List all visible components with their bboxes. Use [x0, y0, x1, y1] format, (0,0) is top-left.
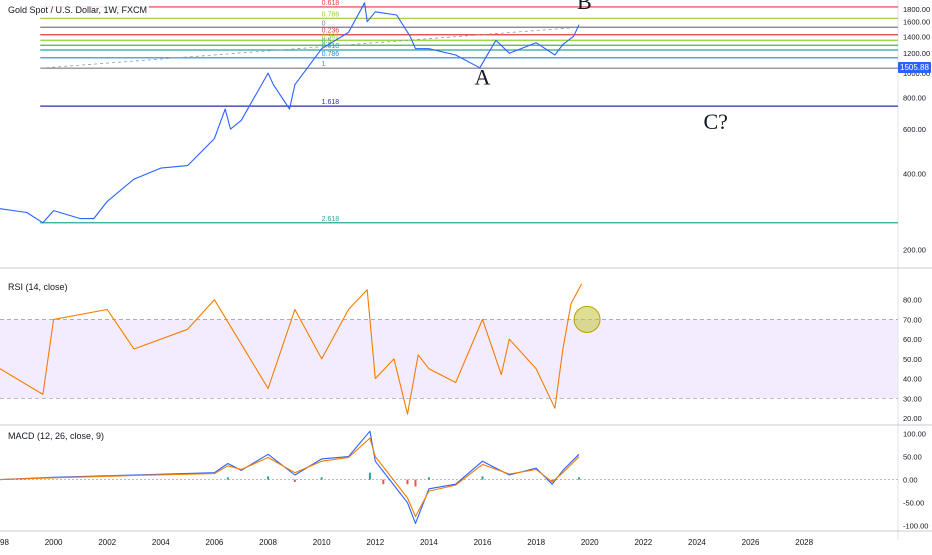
- fib-level-label: 0.382: [322, 33, 340, 40]
- y-tick-label: 1000.00: [903, 69, 930, 78]
- fib-level-label: 1: [322, 61, 326, 68]
- x-tick-label: 2022: [634, 538, 652, 547]
- macd-histogram-bar: [414, 479, 417, 487]
- y-tick-label: 70.00: [903, 315, 922, 324]
- y-tick-label: 60.00: [903, 335, 922, 344]
- x-tick-label: 2000: [45, 538, 63, 547]
- fib-level-label: 0.236: [322, 28, 340, 35]
- y-tick-label: 50.00: [903, 355, 922, 364]
- macd-histogram-bar: [578, 477, 581, 480]
- macd-histogram-bar: [320, 477, 323, 480]
- wave-label: C?: [703, 109, 727, 134]
- x-tick-label: 2006: [206, 538, 224, 547]
- y-tick-label: 0.00: [903, 476, 918, 485]
- x-tick-label: 2010: [313, 538, 331, 547]
- y-tick-label: -100.00: [903, 522, 928, 531]
- y-tick-label: 80.00: [903, 296, 922, 305]
- current-price-tag: 1505.88: [898, 62, 931, 73]
- y-tick-label: 400.00: [903, 169, 926, 178]
- y-tick-label: 1400.00: [903, 32, 930, 41]
- x-tick-label: 2004: [152, 538, 170, 547]
- y-tick-label: 1200.00: [903, 49, 930, 58]
- macd-histogram-bar: [293, 479, 296, 482]
- rsi-band: [0, 319, 898, 399]
- y-tick-label: 100.00: [903, 430, 926, 439]
- macd-histogram-bar: [406, 479, 409, 485]
- x-tick-label: 2016: [474, 538, 492, 547]
- macd-series-line: [0, 437, 580, 518]
- fib-level-label: 0.786: [322, 51, 340, 58]
- fib-level-label: 2.618: [322, 216, 340, 223]
- fib-level-label: 0.618: [322, 43, 340, 50]
- fib-level-label: 0.786: [322, 11, 340, 18]
- macd-legend: MACD (12, 26, close, 9): [6, 431, 107, 441]
- x-tick-label: 2008: [259, 538, 277, 547]
- macd-histogram-bar: [427, 477, 430, 480]
- wave-label: B: [577, 0, 592, 14]
- macd-histogram-bar: [481, 476, 484, 480]
- fib-level-label: 0.5: [322, 38, 332, 45]
- y-tick-label: -50.00: [903, 499, 924, 508]
- y-tick-label: 600.00: [903, 125, 926, 134]
- y-tick-label: 200.00: [903, 245, 926, 254]
- x-tick-label: 2020: [581, 538, 599, 547]
- fib-level-label: 0.618: [322, 0, 340, 7]
- y-tick-label: 40.00: [903, 375, 922, 384]
- y-tick-label: 1600.00: [903, 18, 930, 27]
- macd-histogram-bar: [368, 472, 371, 480]
- fib-level-label: 1.618: [322, 99, 340, 106]
- x-tick-label: 2014: [420, 538, 438, 547]
- price-legend: Gold Spot / U.S. Dollar, 1W, FXCM: [6, 5, 150, 15]
- x-tick-label: 2002: [98, 538, 116, 547]
- rsi-highlight-circle: [573, 305, 601, 333]
- x-tick-label: 1998: [0, 538, 9, 547]
- x-tick-label: 2028: [795, 538, 813, 547]
- rsi-series-line: [0, 283, 583, 415]
- rsi-legend: RSI (14, close): [6, 282, 70, 292]
- x-tick-label: 2012: [366, 538, 384, 547]
- macd-histogram-bar: [267, 476, 270, 480]
- x-tick-label: 2024: [688, 538, 706, 547]
- y-tick-label: 20.00: [903, 414, 922, 423]
- wave-label: A: [475, 65, 491, 90]
- y-tick-label: 800.00: [903, 94, 926, 103]
- y-tick-label: 50.00: [903, 453, 922, 462]
- x-tick-label: 2018: [527, 538, 545, 547]
- price-series-line: [0, 2, 580, 224]
- x-tick-label: 2026: [742, 538, 760, 547]
- trendline: [40, 26, 580, 69]
- fib-level-label: 0: [322, 20, 326, 27]
- y-tick-label: 1800.00: [903, 5, 930, 14]
- macd-histogram-bar: [382, 479, 385, 485]
- macd-histogram-bar: [226, 477, 229, 480]
- macd-histogram-bar: [551, 479, 554, 482]
- y-tick-label: 30.00: [903, 394, 922, 403]
